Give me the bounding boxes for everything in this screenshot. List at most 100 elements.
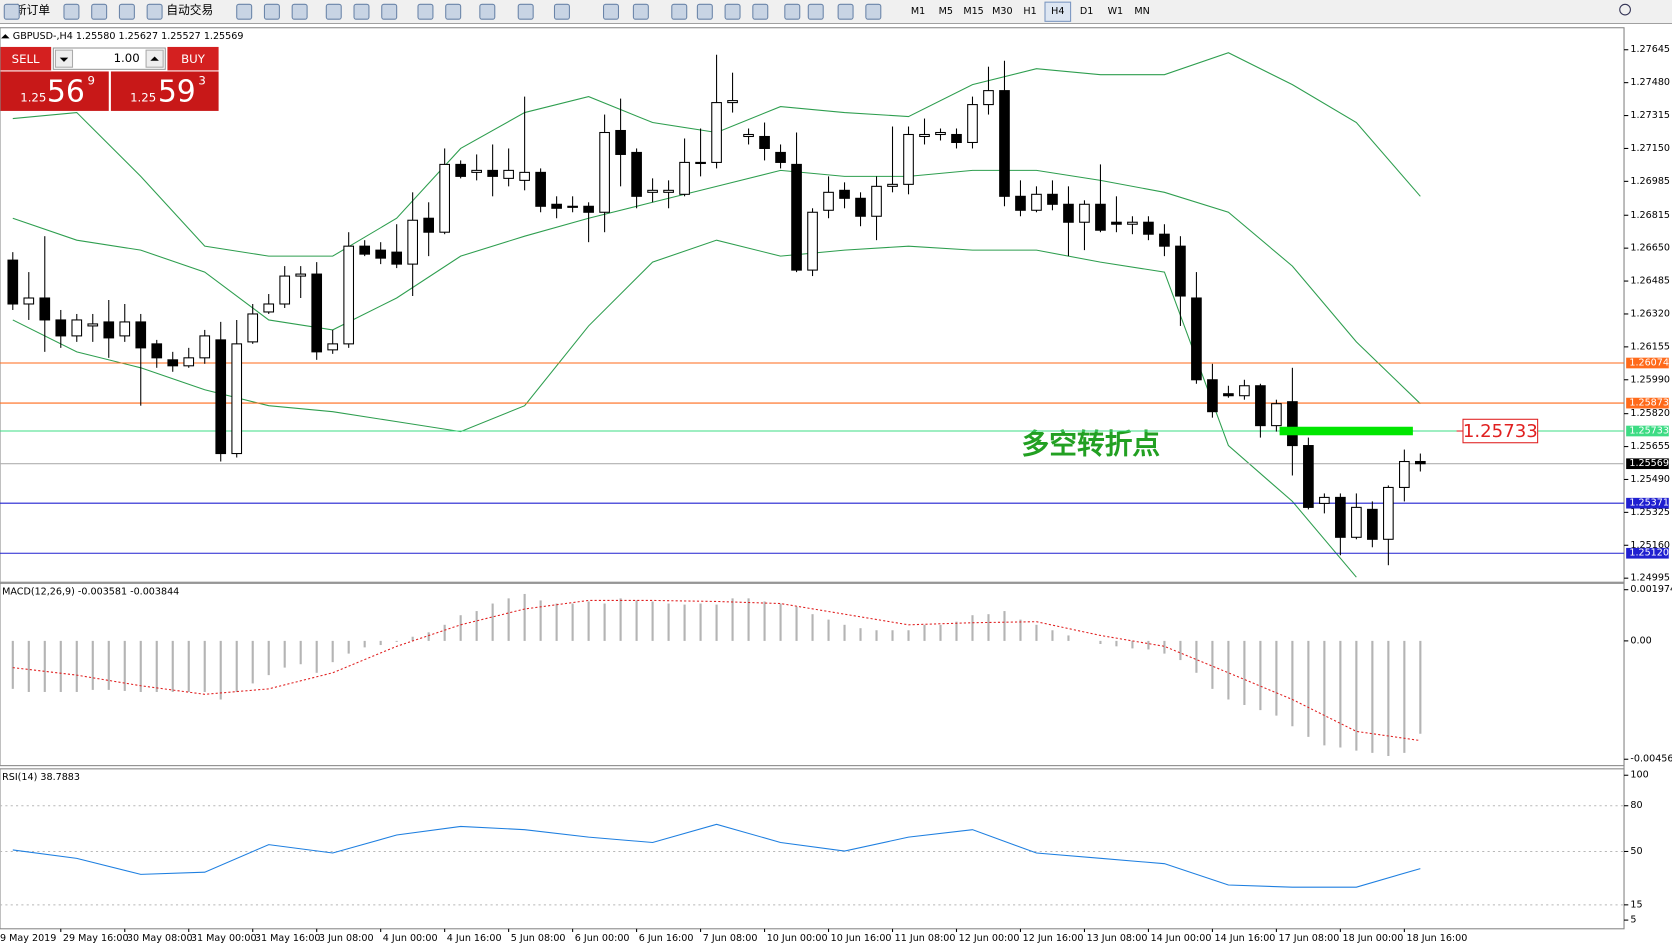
x-tick-label: 10 Jun 16:00: [831, 933, 892, 944]
candle-body: [1383, 486, 1394, 540]
timeframe-button[interactable]: MN: [1134, 6, 1149, 17]
candle-body: [279, 275, 291, 305]
candle-body: [823, 191, 834, 211]
candle-body: [71, 319, 83, 337]
candle-body: [423, 217, 434, 233]
x-tick-label: 10 Jun 00:00: [767, 933, 828, 944]
candle-body: [359, 245, 371, 255]
x-tick-label: 29 May 16:00: [63, 933, 129, 944]
timeframe-button[interactable]: W1: [1108, 6, 1124, 17]
toolbar-icon[interactable]: [807, 3, 824, 20]
buy-label[interactable]: BUY: [181, 52, 206, 66]
candle-body: [1223, 393, 1234, 397]
toolbar-icon[interactable]: [603, 3, 620, 20]
y-tick-label: 1.25820: [1630, 408, 1670, 419]
toolbar-icon[interactable]: [3, 3, 20, 20]
toolbar-icon[interactable]: [696, 3, 713, 20]
candle-body: [791, 163, 802, 271]
sell-label[interactable]: SELL: [12, 52, 40, 66]
x-tick-label: 3 Jun 08:00: [319, 933, 374, 944]
candle-body: [1079, 203, 1090, 223]
chart-header: GBPUSD-,H4 1.25580 1.25627 1.25527 1.255…: [13, 31, 244, 42]
toolbar-icon[interactable]: [236, 3, 253, 20]
timeframe-button[interactable]: M1: [911, 6, 925, 17]
candle-body: [1047, 193, 1058, 205]
x-tick-label: 7 Jun 08:00: [703, 933, 758, 944]
timeframe-button[interactable]: H1: [1023, 6, 1036, 17]
sell-button[interactable]: [0, 46, 52, 71]
toolbar-icon[interactable]: [752, 3, 769, 20]
candle-body: [55, 319, 67, 337]
lot-field[interactable]: [52, 47, 166, 70]
buy-price-box[interactable]: [110, 71, 219, 111]
x-tick-label: 13 Jun 08:00: [1087, 933, 1148, 944]
x-tick-label: 4 Jun 16:00: [447, 933, 502, 944]
candle-body: [1271, 403, 1282, 427]
collapse-arrow[interactable]: [1, 34, 10, 39]
timeframe-button[interactable]: M5: [939, 6, 953, 17]
sell-price-big: 1.25: [20, 91, 46, 105]
toolbar-icon[interactable]: [417, 3, 434, 20]
y-tick-label: 1.25160: [1630, 540, 1670, 551]
candle-body: [647, 189, 658, 193]
toolbar-icon[interactable]: [724, 3, 741, 20]
price-label-box: [1626, 425, 1669, 437]
timeframe-button[interactable]: D1: [1080, 6, 1093, 17]
candle-body: [663, 189, 674, 193]
toolbar-icon[interactable]: [479, 3, 496, 20]
toolbar-icon[interactable]: [632, 3, 649, 20]
toolbar-icon[interactable]: [671, 3, 688, 20]
new-order-button[interactable]: 新订单: [15, 3, 50, 17]
search-icon[interactable]: [1619, 3, 1631, 16]
sell-price-box[interactable]: [0, 71, 109, 111]
candle-body: [391, 251, 403, 265]
toolbar-icon[interactable]: [445, 3, 462, 20]
candle-body: [999, 90, 1010, 197]
candle-body: [535, 171, 546, 207]
toolbar-icon[interactable]: [381, 3, 398, 20]
candle-body: [583, 205, 594, 213]
candle-body: [7, 259, 19, 305]
toolbar-icon[interactable]: [784, 3, 801, 20]
candle-body: [903, 133, 914, 185]
timeframe-button[interactable]: H4: [1051, 6, 1064, 17]
toolbar-icon[interactable]: [291, 3, 308, 20]
x-tick-label: 30 May 08:00: [127, 933, 193, 944]
toolbar-icon[interactable]: [118, 3, 135, 20]
toolbar-icon[interactable]: [263, 3, 280, 20]
macd-signal: [12, 599, 1421, 742]
candle-body: [1287, 401, 1298, 447]
candle-body: [1127, 221, 1138, 225]
y-tick-label: 0.001974: [1630, 584, 1672, 595]
candle-body: [519, 171, 530, 181]
buy-button[interactable]: [167, 46, 219, 71]
candle-body: [87, 323, 99, 327]
toolbar-icon[interactable]: [517, 3, 534, 20]
candle-body: [295, 273, 307, 277]
lot-value[interactable]: 1.00: [114, 51, 140, 65]
pivot-price: 1.25733: [1463, 421, 1538, 442]
candle-body: [855, 197, 866, 217]
toolbar-icon[interactable]: [146, 3, 163, 20]
x-tick-label: 9 May 2019: [0, 933, 56, 944]
toolbar-icon[interactable]: [353, 3, 370, 20]
candle-body: [551, 203, 562, 209]
x-tick-label: 12 Jun 16:00: [1023, 933, 1084, 944]
toolbar-icon[interactable]: [63, 3, 80, 20]
timeframe-button[interactable]: M30: [992, 6, 1012, 17]
lot-up-arrow: [150, 56, 159, 61]
candle-body: [695, 161, 706, 165]
candle-body: [1367, 508, 1378, 540]
timeframe-button[interactable]: M15: [963, 6, 983, 17]
toolbar-icon[interactable]: [837, 3, 854, 20]
buy-price-pips: 59: [158, 74, 196, 109]
candle-body: [839, 189, 850, 199]
toolbar-icon[interactable]: [553, 3, 570, 20]
toolbar-icon[interactable]: [325, 3, 342, 20]
toolbar-icon[interactable]: [865, 3, 882, 20]
candle-body: [407, 219, 418, 265]
toolbar-icon[interactable]: [91, 3, 108, 20]
candle-body: [263, 303, 275, 313]
y-tick-label: 1.25490: [1630, 474, 1670, 485]
auto-trading-button[interactable]: 自动交易: [166, 3, 213, 17]
